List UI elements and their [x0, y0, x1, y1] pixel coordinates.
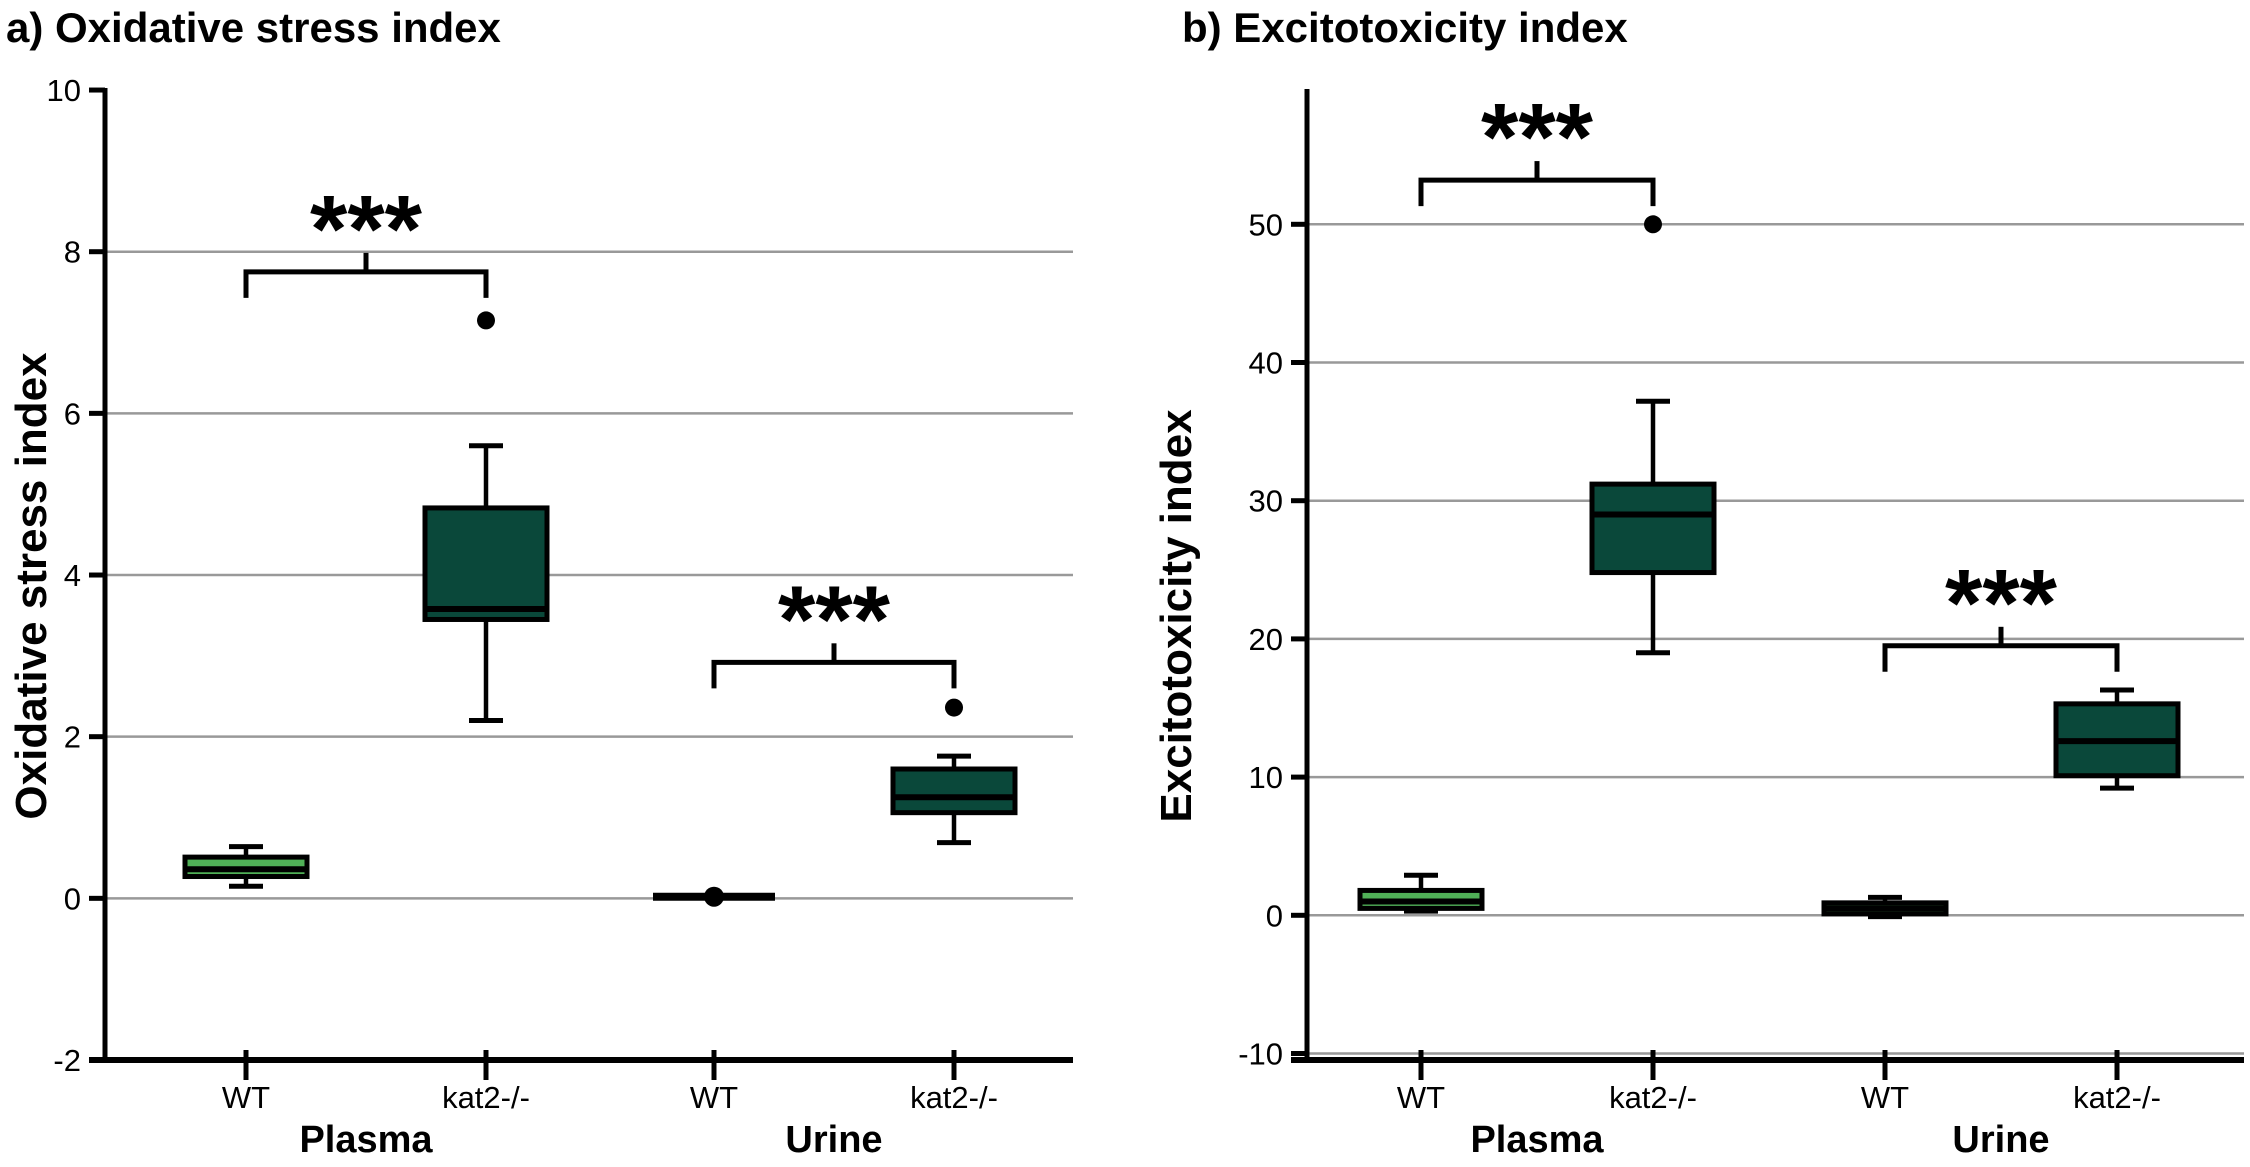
- y-tick-label-10: 10: [47, 73, 81, 108]
- y-tick-label-0: 0: [64, 881, 81, 916]
- median-dot-urine-wt: [704, 886, 724, 907]
- category-label-plasma-wt: WT: [1397, 1080, 1445, 1115]
- sig-stars-0: ***: [1481, 84, 1594, 191]
- panel-a: a) Oxidative stress index Oxidative stre…: [6, 4, 1073, 1161]
- sig-stars-1: ***: [1945, 550, 2058, 657]
- category-label-urine-kat2: kat2-/-: [2073, 1080, 2161, 1115]
- y-tick-label-8: 8: [64, 235, 81, 270]
- y-tick-label-30: 30: [1249, 484, 1283, 519]
- y-tick-label-50: 50: [1249, 207, 1283, 242]
- group-label-plasma: Plasma: [1470, 1119, 1604, 1161]
- category-label-plasma-kat2: kat2-/-: [1609, 1080, 1697, 1115]
- y-tick-label-0: 0: [1266, 898, 1283, 933]
- category-label-plasma-wt: WT: [222, 1080, 270, 1115]
- group-label-urine: Urine: [1952, 1119, 2049, 1161]
- box-urine-kat2: [890, 766, 1018, 816]
- sig-stars-1: ***: [778, 566, 891, 673]
- y-tick-label--10: -10: [1238, 1037, 1283, 1072]
- category-label-plasma-kat2: kat2-/-: [442, 1080, 530, 1115]
- y-tick-label-6: 6: [64, 396, 81, 431]
- y-tick-label-20: 20: [1249, 622, 1283, 657]
- group-label-plasma: Plasma: [299, 1119, 433, 1161]
- panel-b-title: b) Excitotoxicity index: [1182, 4, 1628, 51]
- group-label-urine: Urine: [785, 1119, 882, 1161]
- y-tick-label-4: 4: [64, 558, 81, 593]
- box-plasma-kat2: [1589, 481, 1717, 576]
- panel-a-title: a) Oxidative stress index: [6, 4, 501, 51]
- panel-a-plot-area: 10 8 6 4 2 0 -2 WT kat2-/- WT kat2-/- Plasma Urine **…: [47, 73, 1073, 1161]
- sig-stars-0: ***: [310, 176, 423, 283]
- category-label-urine-wt: WT: [690, 1080, 738, 1115]
- outlier-plasma-kat2-0: [1644, 215, 1662, 234]
- box-plasma-kat2: [422, 505, 550, 622]
- outlier-plasma-kat2-0: [477, 311, 495, 330]
- category-label-urine-wt: WT: [1861, 1080, 1909, 1115]
- panel-b: b) Excitotoxicity index Excitotoxicity i…: [1125, 0, 2250, 1167]
- outlier-urine-kat2-0: [945, 698, 963, 717]
- y-tick-label-2: 2: [64, 720, 81, 755]
- y-tick-label-10: 10: [1249, 760, 1283, 795]
- y-tick-label--2: -2: [53, 1043, 81, 1078]
- category-label-urine-kat2: kat2-/-: [910, 1080, 998, 1115]
- y-tick-label-40: 40: [1249, 346, 1283, 381]
